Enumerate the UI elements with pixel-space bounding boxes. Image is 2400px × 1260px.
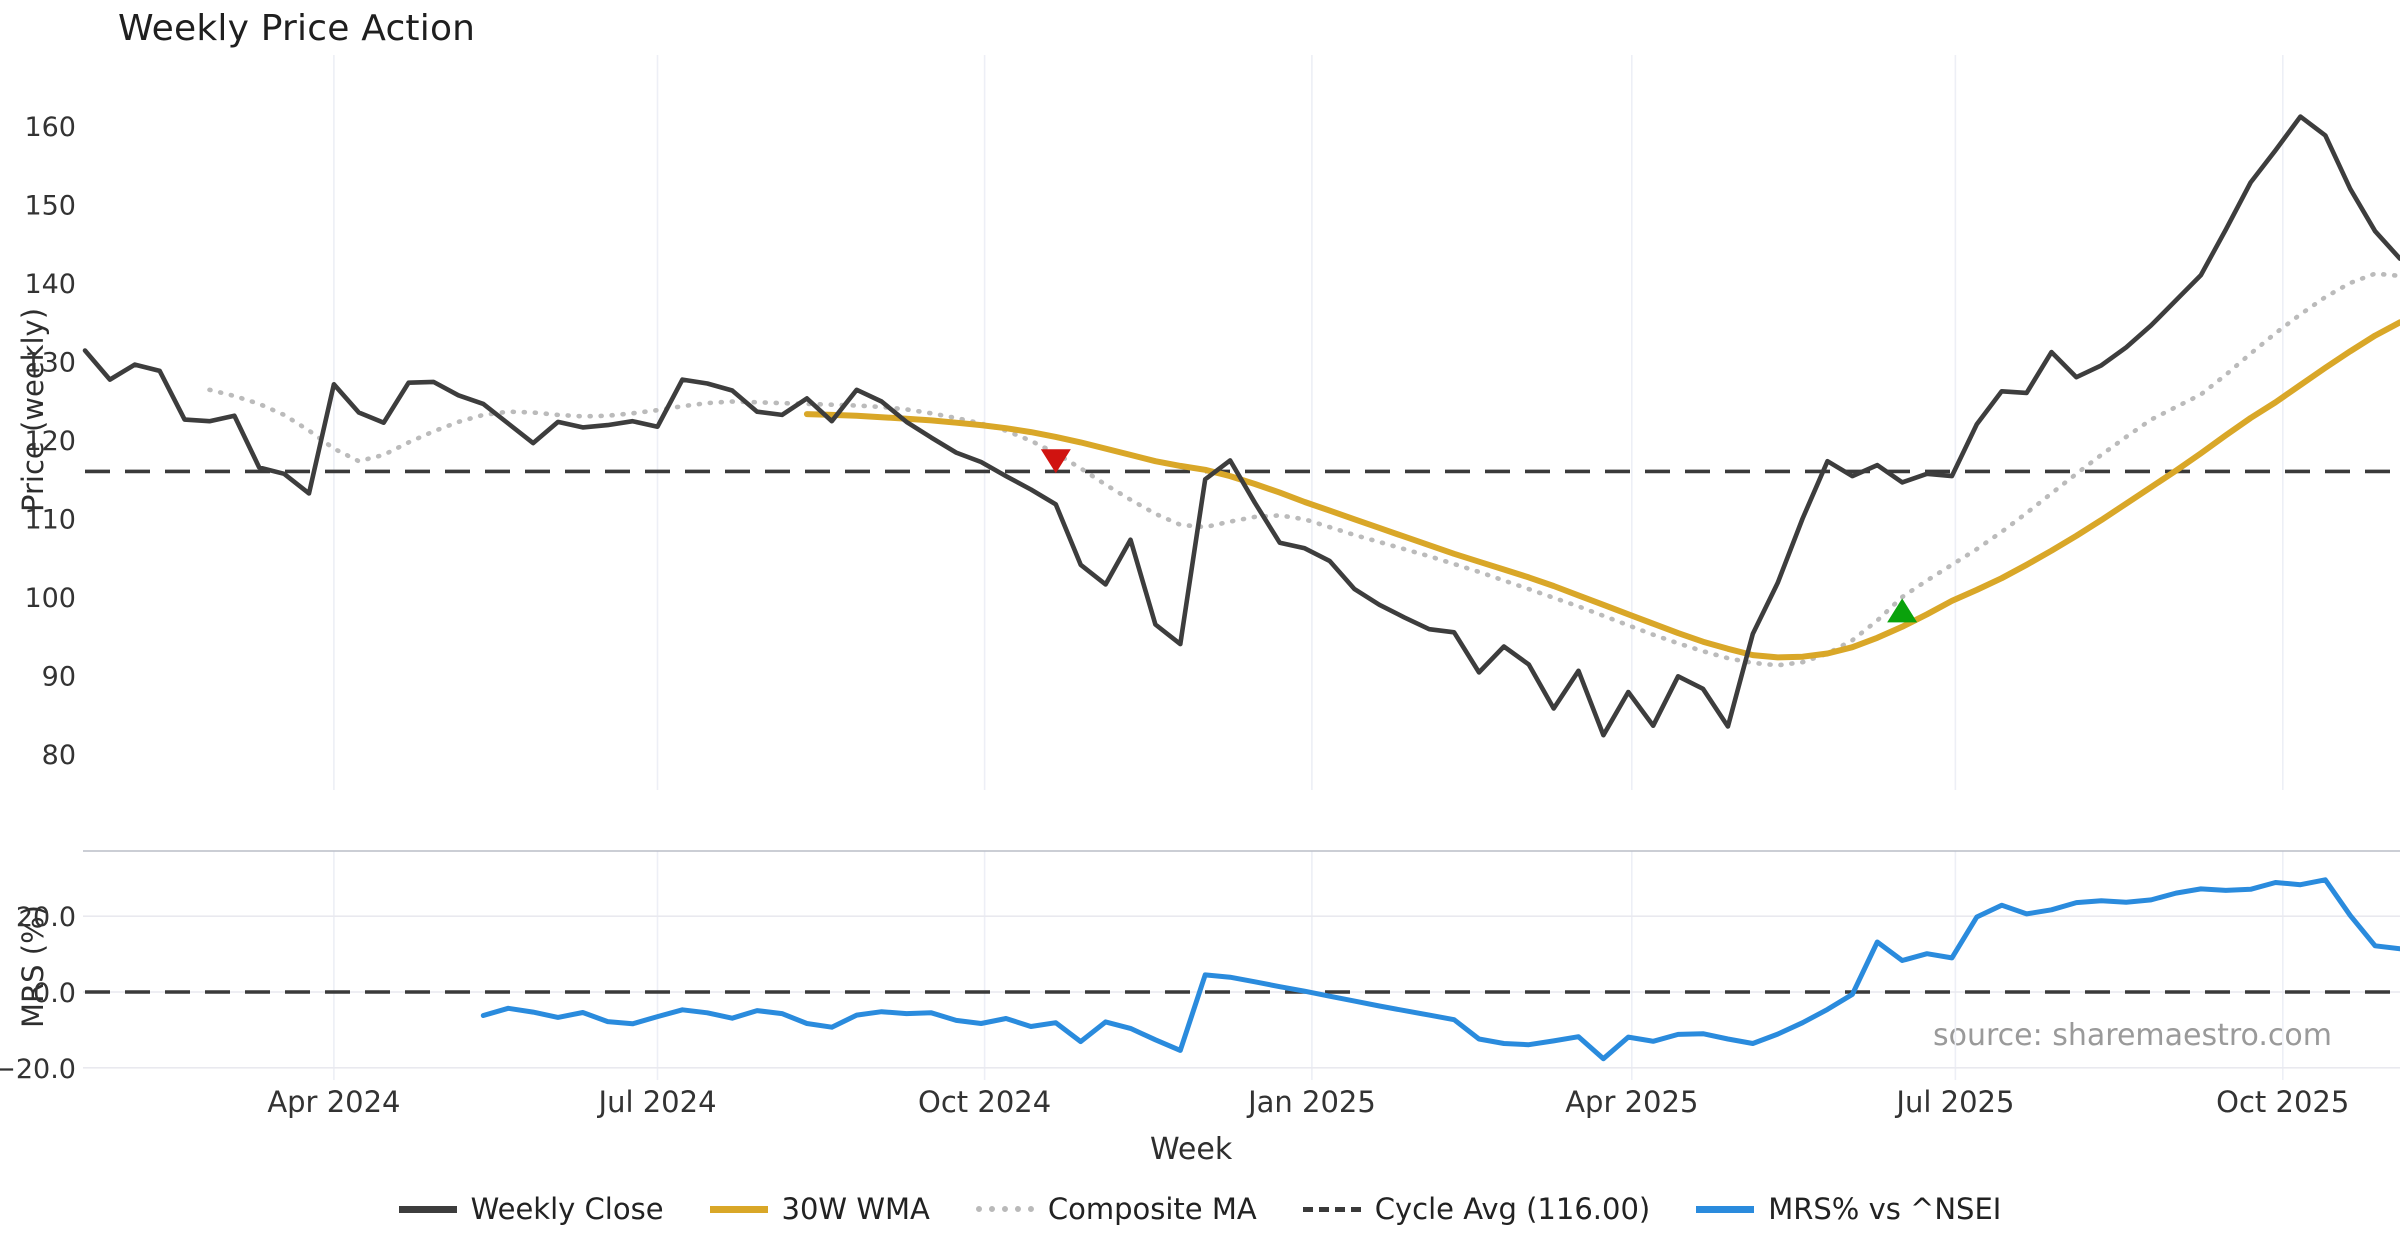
mrs-swatch-icon xyxy=(1696,1205,1755,1213)
x-axis-label: Week xyxy=(1150,1132,1233,1167)
main-y-tick-label: 140 xyxy=(24,269,76,300)
legend-item-composite-ma: Composite MA xyxy=(975,1192,1257,1226)
main-y-tick-label: 80 xyxy=(42,740,76,771)
legend: Weekly Close 30W WMA Composite MA Cycle … xyxy=(0,1192,2400,1226)
wma-30w-line xyxy=(803,319,2400,661)
x-tick-label: Oct 2024 xyxy=(918,1085,1051,1119)
lower-y-tick-label: 0.0 xyxy=(33,978,76,1009)
sell-signal-marker-icon xyxy=(1040,449,1071,474)
lower-y-tick-label: −20.0 xyxy=(0,1054,76,1085)
weekly-close-line xyxy=(82,114,2400,738)
x-tick-label: Apr 2025 xyxy=(1565,1085,1698,1119)
buy-signal-marker-icon xyxy=(1887,598,1918,623)
main-y-tick-label: 90 xyxy=(42,662,76,693)
legend-item-weekly-close: Weekly Close xyxy=(398,1192,664,1226)
main-y-tick-label: 130 xyxy=(24,348,76,379)
legend-item-mrs: MRS% vs ^NSEI xyxy=(1696,1192,2001,1226)
legend-label: Weekly Close xyxy=(470,1192,664,1226)
composite-ma-swatch-icon xyxy=(975,1206,1034,1212)
legend-label: Composite MA xyxy=(1047,1192,1257,1226)
wma-swatch-icon xyxy=(709,1205,768,1213)
main-y-tick-label: 110 xyxy=(24,505,76,536)
x-tick-label: Apr 2024 xyxy=(267,1085,400,1119)
composite-ma-line xyxy=(207,271,2400,668)
x-tick-label: Jul 2025 xyxy=(1894,1085,2014,1119)
x-tick-label: Jul 2024 xyxy=(597,1085,717,1119)
weekly-close-swatch-icon xyxy=(398,1205,457,1213)
main-y-tick-label: 150 xyxy=(24,191,76,222)
main-y-tick-label: 160 xyxy=(24,112,76,143)
source-note: source: sharemaestro.com xyxy=(1933,1018,2332,1053)
page-title: Weekly Price Action xyxy=(118,8,476,49)
x-tick-label: Jan 2025 xyxy=(1246,1085,1376,1119)
lower-y-tick-label: 20.0 xyxy=(16,902,76,933)
legend-item-30w-wma: 30W WMA xyxy=(709,1192,930,1226)
cycle-avg-swatch-icon xyxy=(1302,1206,1361,1212)
legend-label: Cycle Avg (116.00) xyxy=(1374,1192,1651,1226)
legend-item-cycle-avg: Cycle Avg (116.00) xyxy=(1302,1192,1651,1226)
legend-label: 30W WMA xyxy=(781,1192,930,1226)
main-y-tick-label: 120 xyxy=(24,426,76,457)
main-y-tick-label: 100 xyxy=(24,583,76,614)
mrs-line xyxy=(480,877,2400,1062)
legend-label: MRS% vs ^NSEI xyxy=(1768,1192,2002,1226)
x-tick-label: Oct 2025 xyxy=(2216,1085,2349,1119)
